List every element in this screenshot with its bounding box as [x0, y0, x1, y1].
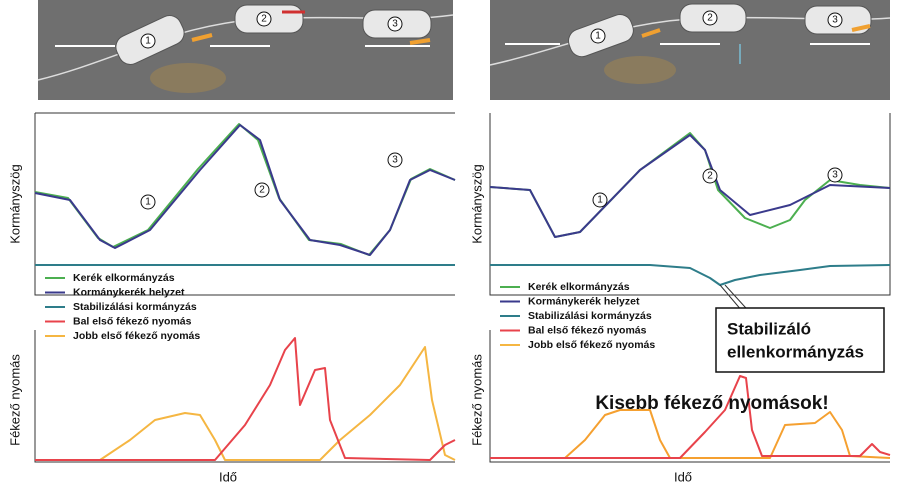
curve-marker: 2	[707, 171, 713, 182]
callout-box	[715, 307, 885, 373]
steering-wheel-line	[489, 134, 891, 238]
marker-circle	[140, 33, 156, 49]
arrow	[851, 24, 871, 32]
marker-circle	[140, 194, 156, 210]
legend-label: Jobb első fékező nyomás	[528, 339, 655, 351]
legend-label: Kormánykerék helyzet	[73, 286, 185, 298]
scene-label: 1	[595, 31, 601, 42]
arrow	[409, 38, 431, 45]
legend-label: Jobb első fékező nyomás	[73, 330, 200, 342]
marker-circle	[590, 28, 606, 44]
y-axis-label: Fékező nyomás	[469, 354, 484, 446]
legend: Kerék elkormányzás Kormánykerék helyzet St…	[500, 281, 655, 351]
wheel-steering-line	[34, 123, 456, 256]
legend-label: Stabilizálási kormányzás	[73, 301, 197, 313]
curve-marker: 3	[392, 155, 398, 166]
marker-circle	[256, 11, 272, 27]
brake-frame	[489, 330, 890, 463]
x-axis-label: Idő	[219, 469, 237, 484]
legend-label: Stabilizálási kormányzás	[528, 310, 652, 322]
legend-label: Bal első fékező nyomás	[528, 324, 647, 336]
arrow	[191, 33, 213, 42]
marker-circle	[702, 168, 718, 184]
y-axis-label: Fékező nyomás	[7, 354, 22, 446]
scene-label: 3	[392, 19, 398, 30]
legend: Kerék elkormányzás Kormánykerék helyzet St…	[45, 272, 200, 342]
steering-frame	[34, 112, 455, 296]
legend-label: Kerék elkormányzás	[73, 272, 175, 284]
x-axis-label: Idő	[674, 469, 692, 484]
steering-frame	[489, 113, 891, 296]
callout-text: ellenkormányzás	[727, 342, 864, 361]
marker-circle	[702, 10, 718, 26]
marker-circle	[254, 182, 270, 198]
marker-circle	[827, 12, 843, 28]
arrow	[641, 28, 661, 38]
right-brake-line	[35, 346, 456, 461]
steering-wheel-line	[34, 124, 456, 256]
marker-circle	[592, 192, 608, 208]
callout-text: Stabilizáló	[727, 319, 811, 338]
scene-label: 2	[707, 13, 713, 24]
stabilization-line	[490, 264, 891, 286]
curve-marker: 3	[832, 170, 838, 181]
curve-marker: 1	[145, 197, 151, 208]
y-axis-label: Kormányszög	[7, 164, 22, 243]
right-panel: 1 2 3 1 2 3 Kormányszög Kerék elkormányz…	[469, 0, 891, 484]
left-brake-line	[35, 337, 456, 461]
scene-label: 3	[832, 15, 838, 26]
marker-circle	[827, 167, 843, 183]
brake-frame	[34, 330, 455, 463]
legend-label: Bal első fékező nyomás	[73, 315, 192, 327]
legend-label: Kormánykerék helyzet	[528, 295, 640, 307]
right-brake-line	[490, 409, 891, 459]
scene-label: 2	[261, 14, 267, 25]
scene-label: 1	[145, 36, 151, 47]
gravel	[604, 56, 676, 84]
y-axis-label: Kormányszög	[469, 164, 484, 243]
gravel	[150, 63, 226, 93]
left-panel: 1 2 3 1 2 3 Kormányszög Kerék elkormányz…	[7, 0, 456, 484]
marker-circle	[387, 16, 403, 32]
curve-marker: 1	[597, 195, 603, 206]
marker-circle	[387, 152, 403, 168]
note: Kisebb fékező nyomások!	[595, 393, 828, 414]
left-brake-line	[490, 375, 891, 459]
legend-label: Kerék elkormányzás	[528, 281, 630, 293]
curve-marker: 2	[259, 185, 265, 196]
